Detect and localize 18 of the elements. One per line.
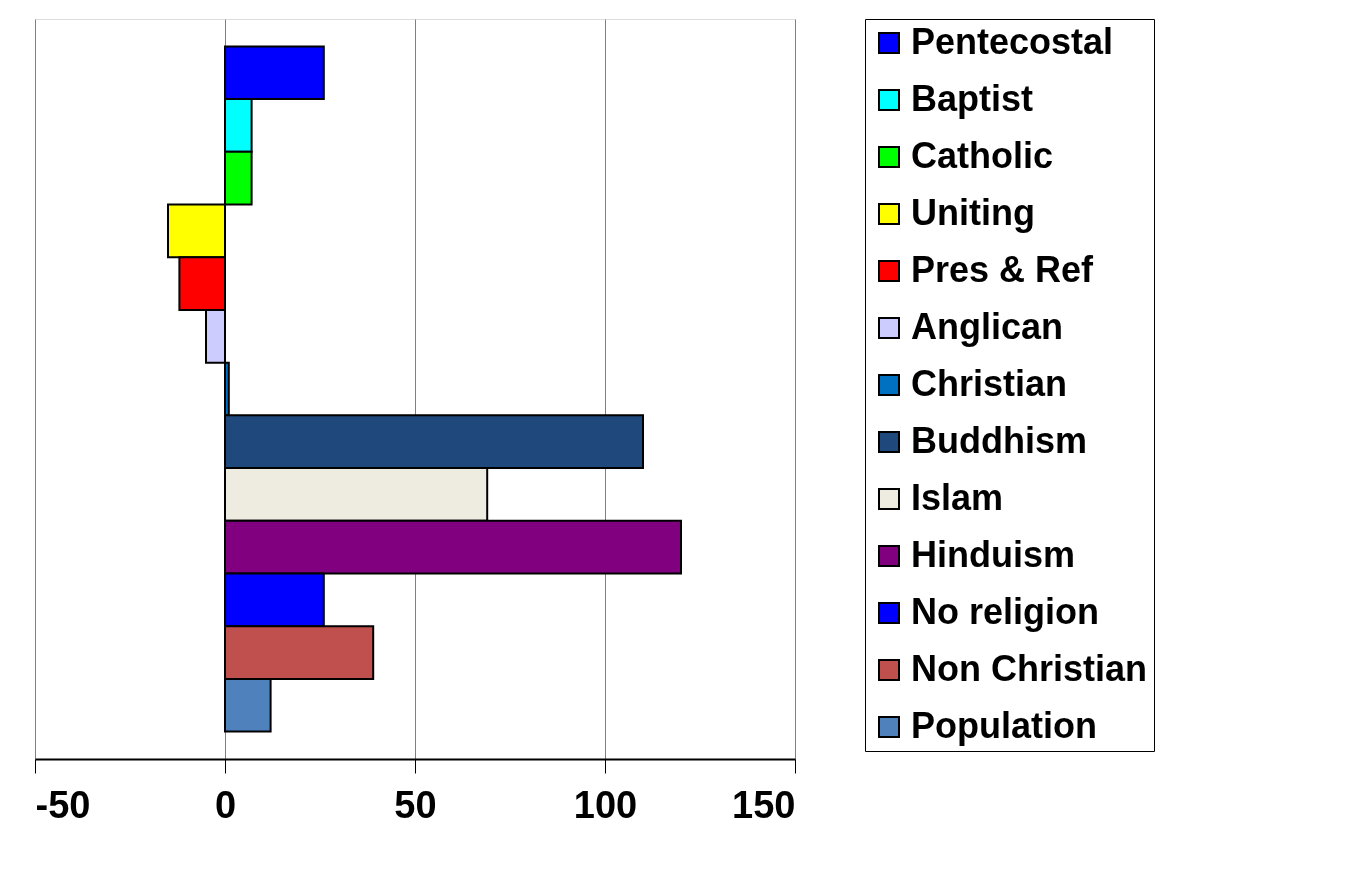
- legend-label: No religion: [911, 591, 1099, 632]
- legend-label: Pres & Ref: [911, 249, 1095, 290]
- x-tick-label: -50: [35, 783, 91, 826]
- legend-label: Islam: [911, 477, 1004, 518]
- legend-label: Catholic: [911, 135, 1054, 176]
- legend-label: Buddhism: [911, 420, 1087, 461]
- x-tick-label: 100: [573, 783, 638, 826]
- legend-label: Non Christian: [911, 648, 1148, 689]
- legend-label: Christian: [911, 363, 1068, 404]
- legend-label: Population: [911, 705, 1097, 746]
- x-tick-label: 150: [732, 783, 796, 826]
- legend-label: Baptist: [911, 78, 1034, 119]
- legend-label: Uniting: [911, 192, 1035, 233]
- legend-label: Pentecostal: [911, 21, 1114, 62]
- legend-label: Anglican: [911, 306, 1064, 347]
- x-tick-label: 50: [394, 783, 437, 826]
- legend-label: Hinduism: [911, 534, 1076, 575]
- x-tick-label: 0: [214, 783, 237, 826]
